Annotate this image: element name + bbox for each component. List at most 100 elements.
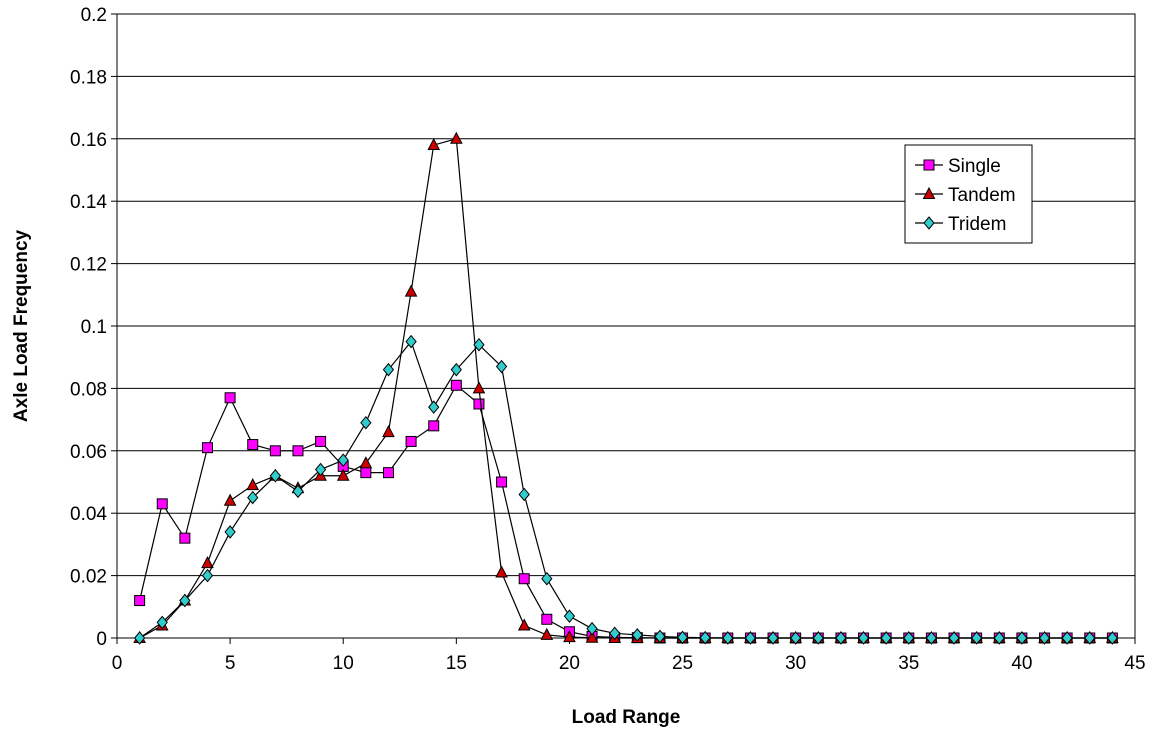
data-point-tridem <box>609 626 621 641</box>
data-point-tridem <box>812 631 824 645</box>
data-point-single <box>360 467 372 479</box>
data-point-tridem <box>518 487 530 502</box>
y-tick-label: 0.02 <box>70 567 107 588</box>
legend-label: Tridem <box>948 214 1006 235</box>
data-point-tridem <box>857 631 870 645</box>
y-tick-label: 0.16 <box>70 130 107 151</box>
data-point-tandem <box>563 629 576 643</box>
legend-marker-single <box>923 159 935 171</box>
data-point-tandem <box>472 381 486 394</box>
data-point-tandem <box>223 493 237 506</box>
data-point-single <box>156 498 168 510</box>
data-point-tridem <box>744 631 757 645</box>
data-point-tridem <box>473 337 485 352</box>
x-tick-label: 45 <box>1124 653 1145 674</box>
x-tick-label: 5 <box>225 653 236 674</box>
series-tridem <box>133 334 1119 645</box>
legend-label: Tandem <box>948 185 1016 206</box>
y-tick-label: 0.06 <box>70 442 107 463</box>
data-point-tridem <box>1016 631 1028 645</box>
x-tick-label: 35 <box>898 653 919 674</box>
y-tick-label: 0.08 <box>70 379 107 400</box>
data-point-single <box>315 435 327 447</box>
data-point-tandem <box>336 468 350 481</box>
data-point-tridem <box>1084 631 1096 645</box>
legend-marker-tridem <box>923 216 935 230</box>
legend-item-single: Single <box>915 156 1001 177</box>
data-point-tridem <box>767 631 779 645</box>
data-point-tridem <box>541 571 553 586</box>
data-point-tandem <box>201 556 214 569</box>
data-point-tridem <box>925 631 938 645</box>
y-tick-label: 0.1 <box>81 317 107 338</box>
data-point-tandem <box>404 284 418 297</box>
series-layer <box>133 131 1119 645</box>
data-point-single <box>382 467 394 479</box>
data-point-tridem <box>631 628 643 642</box>
data-point-tridem <box>179 593 191 608</box>
data-point-tridem <box>201 568 214 583</box>
y-axis-title: Axle Load Frequency <box>11 229 32 422</box>
data-point-tridem <box>563 609 576 623</box>
data-point-tridem <box>835 631 847 645</box>
data-point-single <box>247 439 259 451</box>
data-point-tridem <box>495 359 508 374</box>
data-point-single <box>224 392 236 404</box>
data-point-single <box>428 420 440 432</box>
y-tick-label: 0.18 <box>70 67 107 88</box>
data-point-tridem <box>586 621 598 636</box>
legend-label: Single <box>948 156 1001 177</box>
data-point-tandem <box>585 630 599 643</box>
data-point-single <box>450 379 462 391</box>
data-point-single <box>473 398 485 410</box>
x-tick-label: 25 <box>672 653 693 674</box>
x-tick-label: 10 <box>333 653 354 674</box>
x-tick-label: 30 <box>785 653 806 674</box>
data-point-single <box>201 442 213 454</box>
y-tick-label: 0.04 <box>70 504 107 525</box>
data-point-tandem <box>427 137 441 151</box>
y-tick-label: 0.14 <box>70 192 107 213</box>
data-point-single <box>496 476 508 488</box>
data-point-tridem <box>224 525 236 539</box>
data-point-tandem <box>540 627 554 640</box>
data-point-tridem <box>1106 631 1119 645</box>
data-point-tandem <box>495 565 508 578</box>
x-tick-label: 0 <box>112 653 123 674</box>
legend: Single Tandem Tridem <box>904 144 1033 244</box>
data-point-tridem <box>970 631 983 645</box>
data-point-single <box>518 573 530 585</box>
data-point-tandem <box>382 425 395 438</box>
data-point-tridem <box>1038 631 1051 645</box>
x-tick-label: 20 <box>559 653 580 674</box>
x-tick-label: 40 <box>1011 653 1032 674</box>
data-point-tridem <box>654 629 666 644</box>
data-point-tridem <box>903 631 915 645</box>
data-point-tridem <box>247 490 259 505</box>
data-point-tridem <box>1061 631 1073 645</box>
data-point-tridem <box>405 334 417 349</box>
legend-item-tridem: Tridem <box>915 214 1006 235</box>
data-point-tridem <box>360 415 372 430</box>
data-point-tridem <box>314 462 327 477</box>
y-tick-label: 0 <box>96 629 107 650</box>
data-point-tridem <box>382 362 395 377</box>
data-point-single <box>541 613 553 625</box>
data-point-tridem <box>156 615 168 630</box>
y-axis-ticks: 0 0.02 0.04 0.06 0.08 0.1 0.12 0.14 0.16 0.18 0.2 <box>70 5 117 650</box>
data-point-single <box>269 445 281 457</box>
y-tick-label: 0.2 <box>81 5 107 26</box>
data-point-single <box>405 435 417 447</box>
data-point-tridem <box>993 631 1005 645</box>
data-point-tridem <box>699 630 711 645</box>
y-tick-label: 0.12 <box>70 255 107 276</box>
data-point-tridem <box>880 631 892 645</box>
x-axis-title: Load Range <box>572 707 681 728</box>
data-point-tandem <box>359 456 373 469</box>
data-point-tridem <box>269 468 282 483</box>
data-point-tandem <box>246 478 260 491</box>
data-point-tridem <box>722 631 734 645</box>
data-point-tridem <box>790 631 802 645</box>
